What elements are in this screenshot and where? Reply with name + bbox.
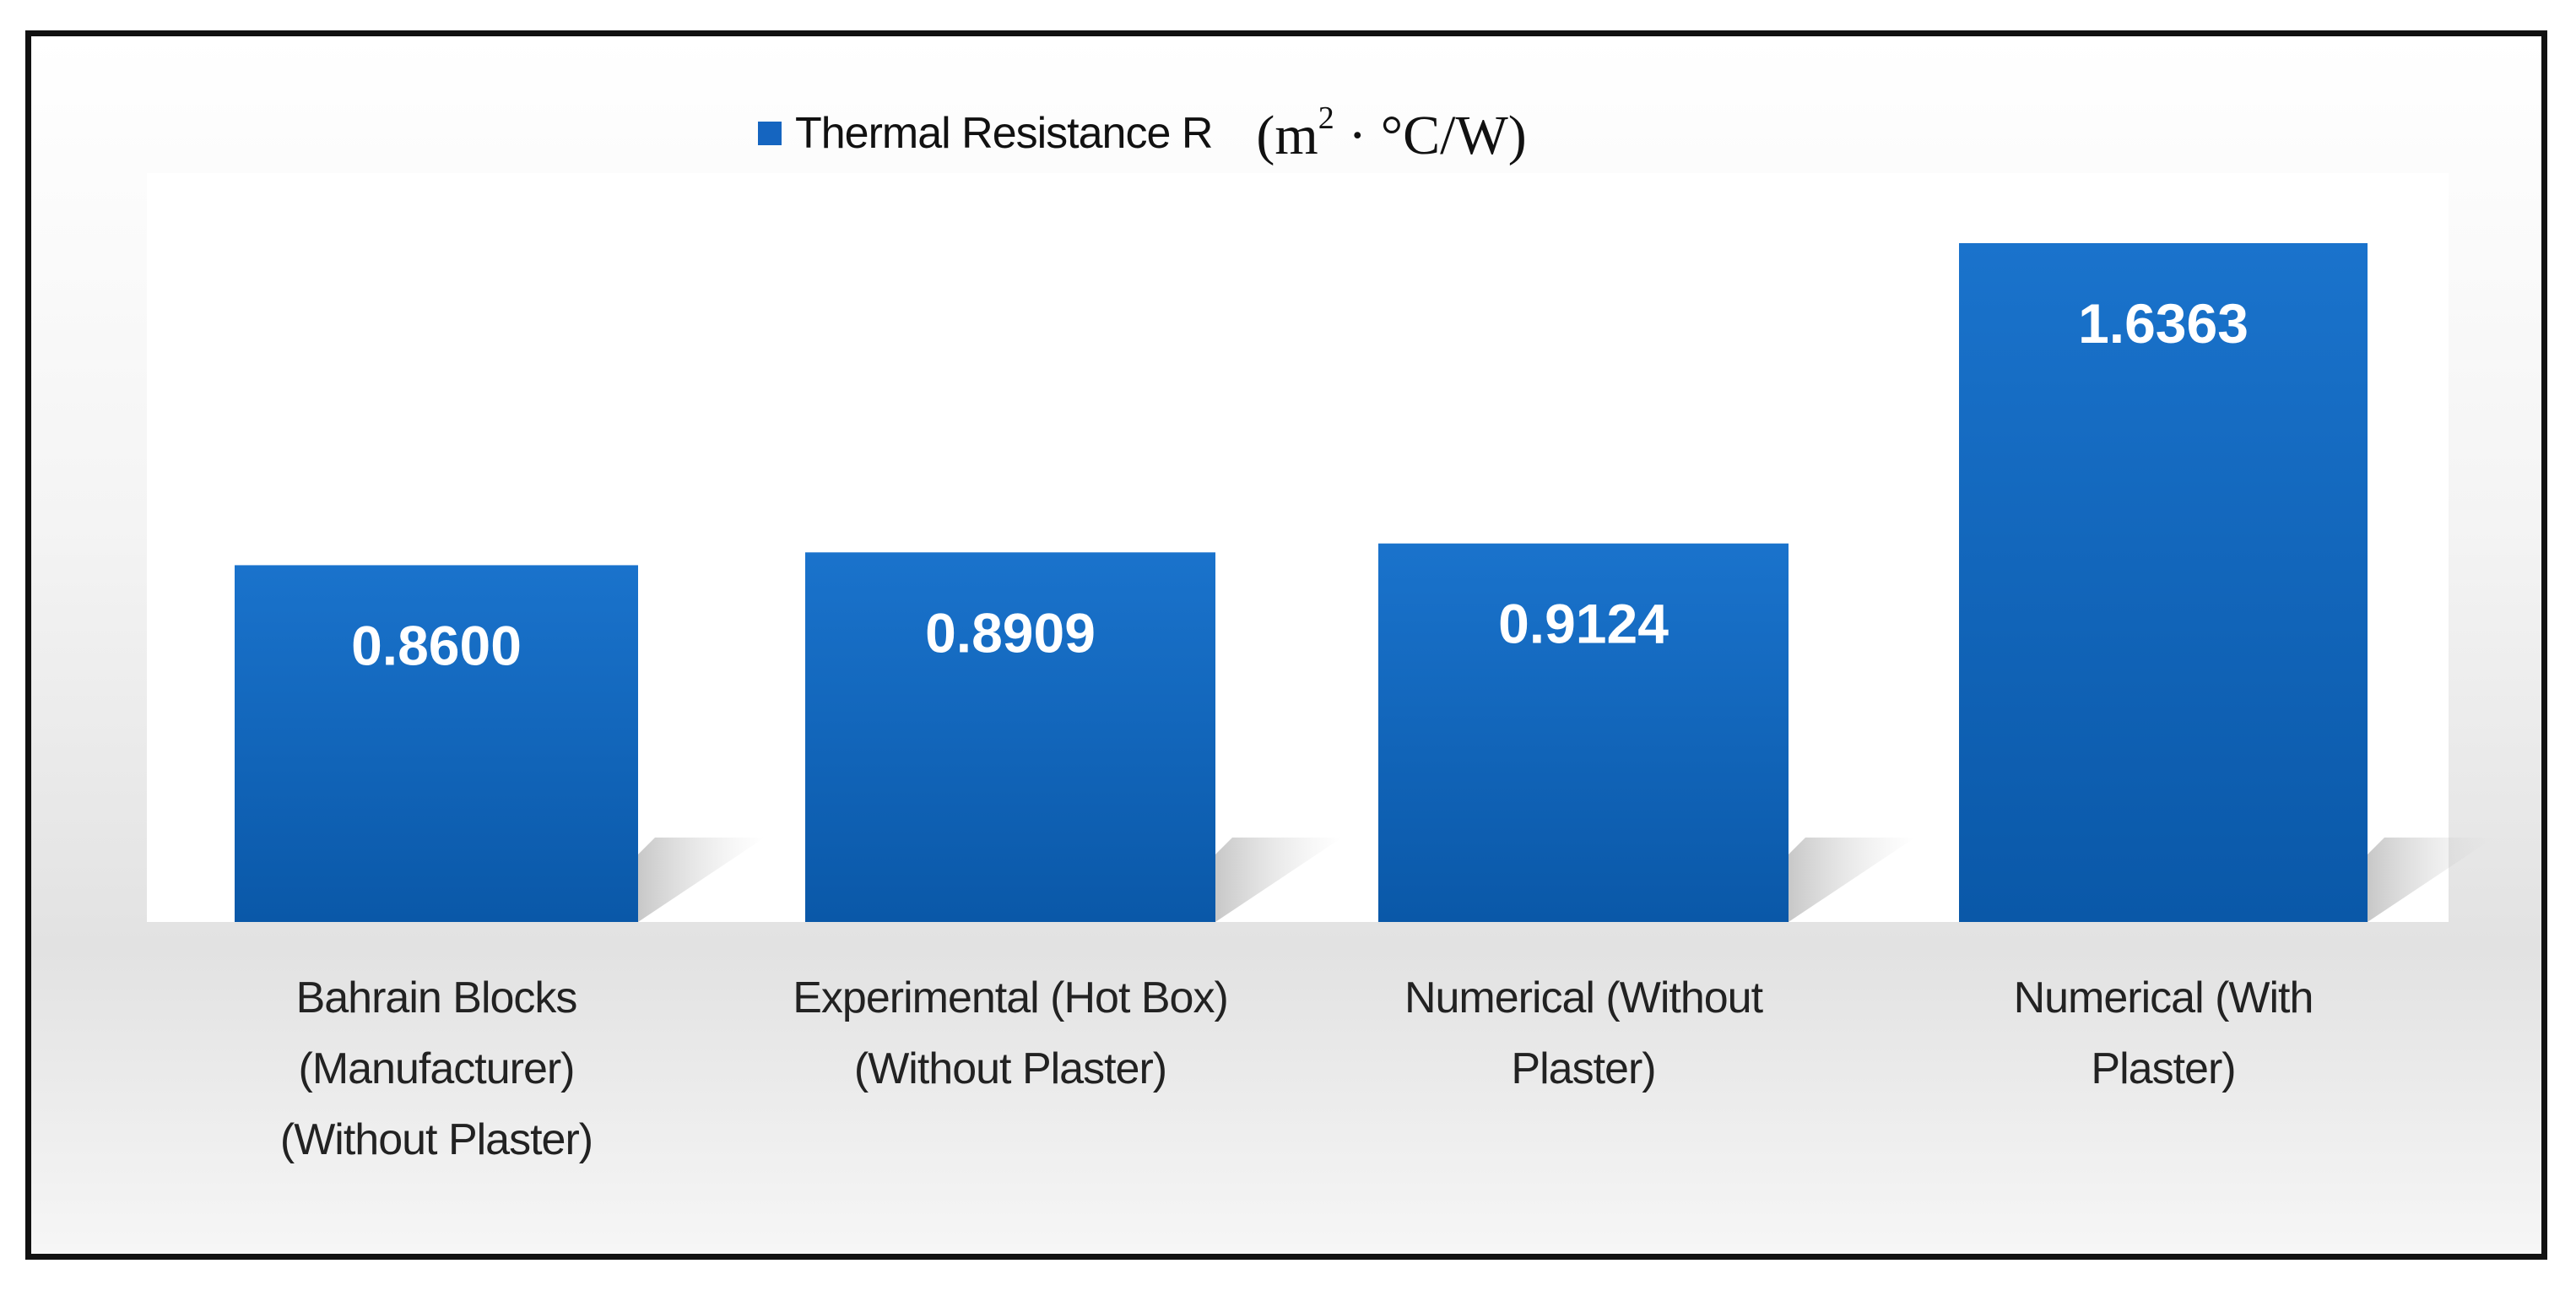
bar <box>235 565 638 922</box>
category-label-line: Plaster) <box>1511 1044 1656 1093</box>
bar-shadow <box>2368 838 2494 922</box>
bar-shadow <box>1215 838 1342 922</box>
bar-shadow <box>638 838 765 922</box>
bar-data-label: 1.6363 <box>2078 292 2249 355</box>
bar-data-label: 0.8600 <box>351 614 522 676</box>
legend-unit: (m2 · °C/W) <box>1256 100 1527 166</box>
category-label: Numerical (Without Plaster) <box>1313 963 1854 1104</box>
legend-swatch <box>758 122 782 145</box>
legend-label: Thermal Resistance R <box>795 109 1213 158</box>
category-label-line: Plaster) <box>2091 1044 2236 1093</box>
category-label-line: (Without Plaster) <box>853 1044 1167 1093</box>
category-label-line: Experimental (Hot Box) <box>793 973 1229 1022</box>
bar <box>1378 543 1789 922</box>
category-label-line: Bahrain Blocks <box>295 973 578 1022</box>
category-label: Experimental (Hot Box) (Without Plaster) <box>740 963 1280 1104</box>
category-label-line: (Manufacturer) <box>298 1044 576 1093</box>
category-label: Numerical (With Plaster) <box>1893 963 2433 1104</box>
bar <box>805 552 1215 922</box>
category-label-line: Numerical (Without <box>1404 973 1763 1022</box>
legend: Thermal Resistance R (m2 · °C/W) <box>758 100 1527 167</box>
category-label-line: Numerical (With <box>2013 973 2314 1022</box>
bar-data-label: 0.8909 <box>925 601 1096 664</box>
category-label-line: (Without Plaster) <box>279 1115 593 1164</box>
bar-shadow <box>1789 838 1915 922</box>
category-label: Bahrain Blocks (Manufacturer) (Without Pla… <box>166 963 706 1175</box>
bar-data-label: 0.9124 <box>1498 593 1669 655</box>
bar <box>1959 243 2368 922</box>
